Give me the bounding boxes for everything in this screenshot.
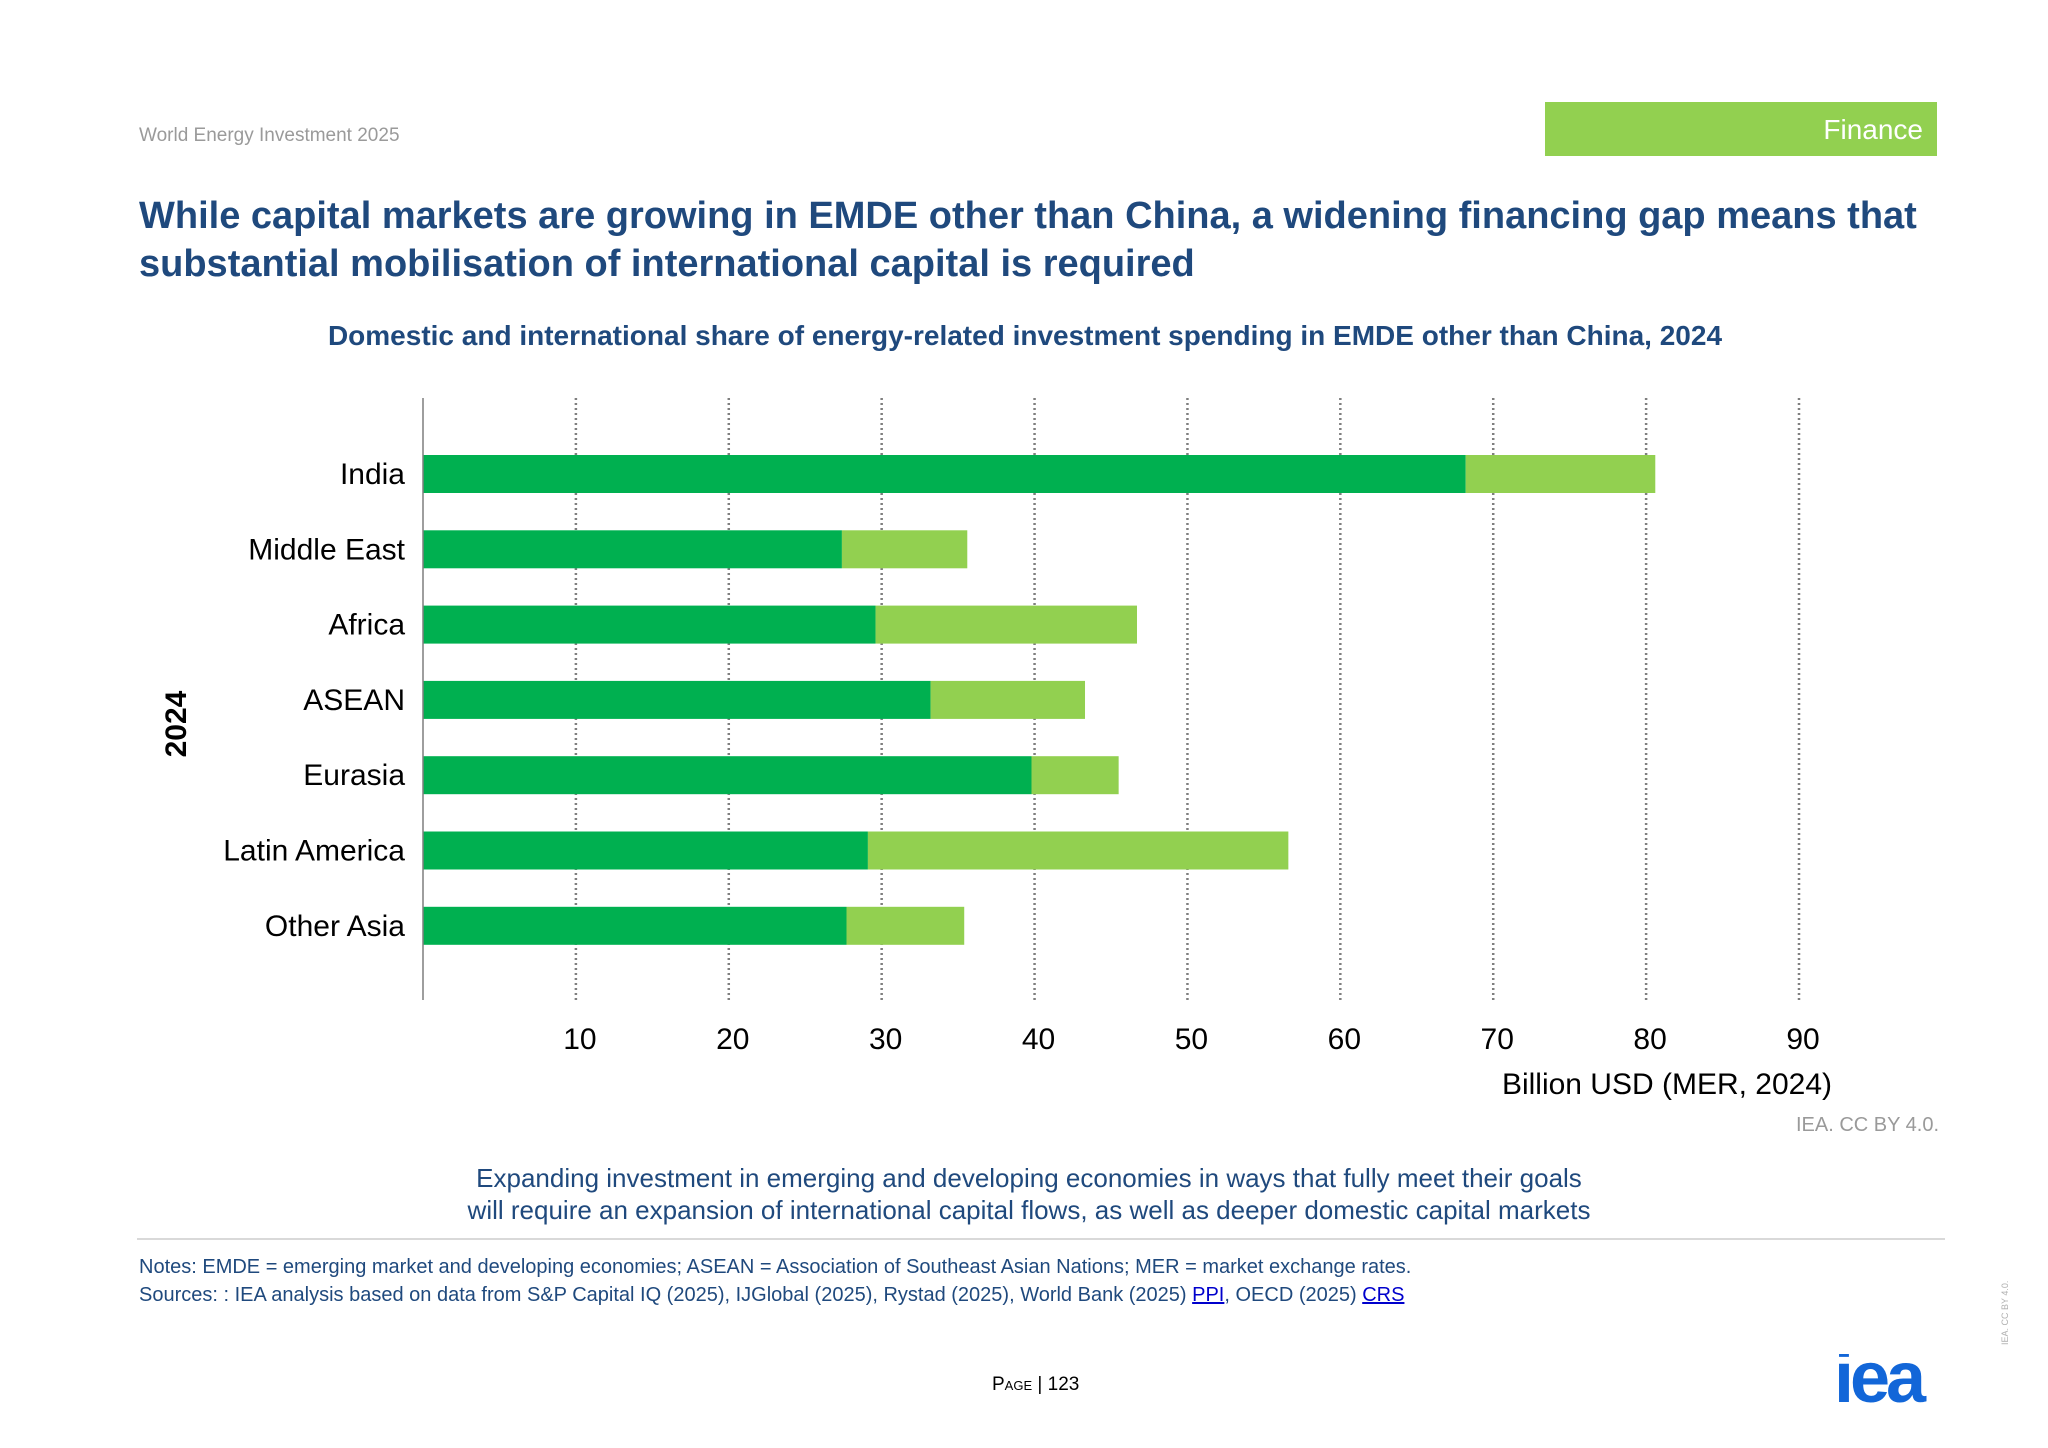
x-tick-label: 20 <box>716 1023 749 1056</box>
report-name: World Energy Investment 2025 <box>139 125 400 146</box>
category-label: India <box>340 458 405 491</box>
category-label: Latin America <box>223 835 405 868</box>
group-label: 2024 <box>160 690 193 757</box>
bar-domestic-segment <box>423 530 842 569</box>
chart-caption: Expanding investment in emerging and dev… <box>139 1162 1919 1226</box>
bar-domestic-segment <box>423 906 847 945</box>
page-number-value: 123 <box>1047 1374 1080 1395</box>
category-label: ASEAN <box>303 684 405 717</box>
license-vertical-text: IEA. CC BY 4.0. <box>2000 1280 2010 1345</box>
x-tick-label: 50 <box>1175 1023 1208 1056</box>
divider <box>137 1238 1945 1240</box>
caption-line-1: Expanding investment in emerging and dev… <box>476 1163 1582 1193</box>
notes-block: Notes: EMDE = emerging market and develo… <box>139 1253 1411 1309</box>
crs-link[interactable]: CRS <box>1362 1284 1405 1306</box>
x-tick-label: 40 <box>1022 1023 1055 1056</box>
caption-line-2: will require an expansion of internation… <box>467 1195 1591 1225</box>
bar-domestic-segment <box>423 605 876 644</box>
bar-international-segment <box>875 605 1137 644</box>
iea-logo-text: iea <box>1834 1354 1927 1410</box>
category-label: Eurasia <box>303 759 405 792</box>
notes-line: Notes: EMDE = emerging market and develo… <box>139 1256 1412 1278</box>
sources-line: Sources: : IEA analysis based on data fr… <box>139 1281 1411 1309</box>
ppi-link[interactable]: PPI <box>1192 1284 1225 1306</box>
page-separator: | <box>1032 1374 1048 1395</box>
bar-international-segment <box>867 831 1289 870</box>
sources-text: Sources: : IEA analysis based on data fr… <box>139 1284 1193 1306</box>
bar-international-segment <box>930 680 1086 719</box>
bar-domestic-segment <box>423 680 931 719</box>
category-label: Other Asia <box>265 910 405 943</box>
x-tick-label: 90 <box>1786 1023 1819 1056</box>
chart-title: Domestic and international share of ener… <box>327 320 1723 351</box>
sources-mid-text: , OECD (2025) <box>1224 1284 1363 1306</box>
section-badge: Finance <box>1545 102 1937 156</box>
x-tick-label: 60 <box>1328 1023 1361 1056</box>
stacked-bar-chart: India Middle East Africa ASEAN Eurasia Latin … <box>160 398 1832 1100</box>
bar-domestic-segment <box>423 756 1032 795</box>
bar-domestic-segment <box>423 831 868 870</box>
category-label: Africa <box>328 609 405 642</box>
bar-domestic-segment <box>423 455 1466 493</box>
iea-logo: iea <box>1834 1354 1931 1410</box>
bar-international-segment <box>1465 455 1656 493</box>
page-number: Page | 123 <box>992 1374 1079 1396</box>
page-headline: While capital markets are growing in EMD… <box>139 195 1917 285</box>
bar-international-segment <box>846 906 965 945</box>
bar-international-segment <box>841 530 968 569</box>
x-tick-label: 80 <box>1633 1023 1666 1056</box>
category-label: Middle East <box>248 533 405 566</box>
x-tick-label: 70 <box>1481 1023 1514 1056</box>
x-tick-label: 30 <box>869 1023 902 1056</box>
x-tick-label: 10 <box>563 1023 596 1056</box>
page-word: Page <box>992 1374 1033 1395</box>
bar-international-segment <box>1031 756 1119 795</box>
x-axis-label: Billion USD (MER, 2024) <box>1502 1068 1832 1100</box>
credit-text: IEA. CC BY 4.0. <box>1795 1114 1939 1136</box>
